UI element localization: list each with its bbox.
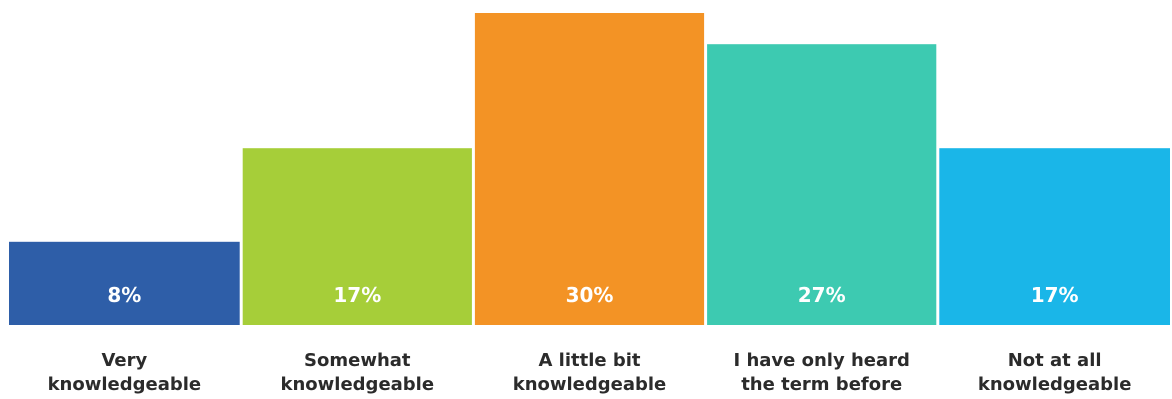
category-label-3-line-2: knowledgeable — [513, 374, 667, 395]
bar-value-label-1: 8% — [107, 283, 141, 307]
category-label-2-line-2: knowledgeable — [281, 374, 435, 395]
category-label-4-line-2: the term before — [741, 374, 902, 395]
category-label-1-line-1: Very — [101, 350, 147, 371]
category-label-1-line-2: knowledgeable — [48, 374, 202, 395]
bar-5 — [939, 148, 1170, 325]
bar-value-label-3: 30% — [566, 283, 614, 307]
bar-value-label-4: 27% — [798, 283, 846, 307]
bar-1 — [9, 241, 240, 325]
bar-4 — [707, 44, 937, 325]
category-label-5-line-2: knowledgeable — [978, 374, 1132, 395]
bar-3 — [474, 13, 705, 325]
bar-2 — [242, 148, 472, 325]
bar-value-label-2: 17% — [333, 283, 381, 307]
bars-layer: 8% 17% 30% 27% 17% — [9, 13, 1170, 325]
bar-value-label-5: 17% — [1031, 283, 1079, 307]
category-label-5-line-1: Not at all — [1008, 350, 1102, 371]
category-label-2-line-1: Somewhat — [304, 350, 411, 371]
category-label-4-line-1: I have only heard — [733, 350, 909, 371]
category-label-3-line-1: A little bit — [538, 350, 640, 371]
category-labels-layer: Very knowledgeable Somewhat knowledgeable A … — [48, 350, 1132, 395]
